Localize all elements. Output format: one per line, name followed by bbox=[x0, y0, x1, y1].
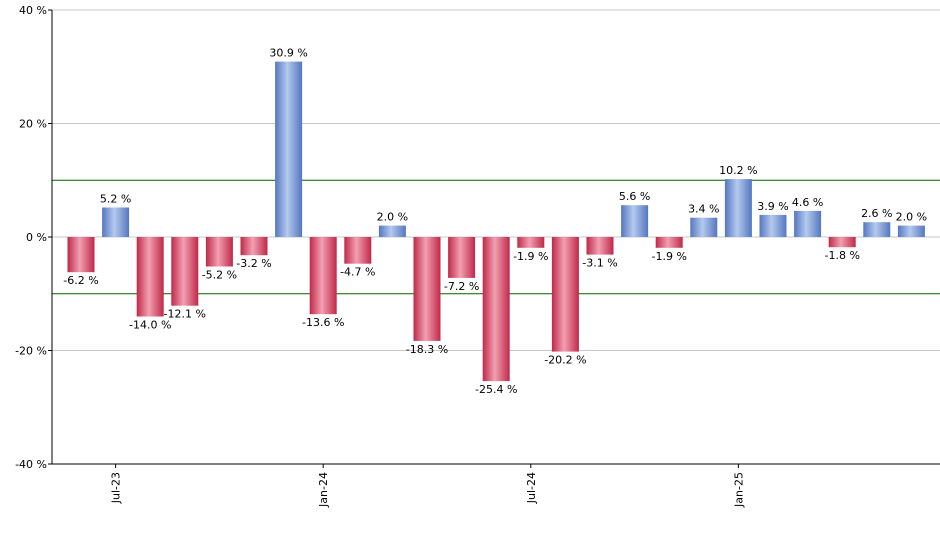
data-label: 2.0 % bbox=[377, 211, 408, 224]
bar bbox=[621, 205, 649, 237]
data-label: -25.4 % bbox=[475, 383, 517, 396]
bar bbox=[344, 237, 372, 264]
data-label: -7.2 % bbox=[444, 280, 479, 293]
data-label: 4.6 % bbox=[792, 196, 823, 209]
data-label: -3.1 % bbox=[582, 257, 617, 270]
bar bbox=[482, 237, 510, 382]
x-tick-label: Jan-25 bbox=[732, 472, 745, 508]
bar bbox=[136, 237, 164, 317]
y-axis-ticks: -40 % -20 % 0 % 20 % 40 % bbox=[15, 4, 52, 471]
bar bbox=[551, 237, 579, 352]
data-label: -13.6 % bbox=[302, 316, 344, 329]
data-label: -14.0 % bbox=[129, 319, 171, 332]
bar bbox=[275, 61, 303, 237]
bar bbox=[102, 207, 130, 237]
bar bbox=[794, 210, 822, 237]
data-label: -1.9 % bbox=[651, 250, 686, 263]
data-label: 3.9 % bbox=[757, 200, 788, 213]
data-label: -20.2 % bbox=[544, 354, 586, 367]
y-tick-label: 40 % bbox=[19, 4, 47, 17]
data-label: -6.2 % bbox=[63, 274, 98, 287]
y-tick-label: 0 % bbox=[26, 231, 47, 244]
bar bbox=[309, 237, 337, 315]
data-label: -4.7 % bbox=[340, 266, 375, 279]
bar bbox=[759, 214, 787, 237]
x-tick-label: Jul-23 bbox=[110, 472, 123, 504]
bar bbox=[378, 225, 406, 237]
data-label: 3.4 % bbox=[688, 203, 719, 216]
bar bbox=[171, 237, 199, 306]
bar bbox=[724, 179, 752, 237]
y-tick-label: 20 % bbox=[19, 118, 47, 131]
bar bbox=[67, 237, 95, 273]
bar bbox=[448, 237, 476, 278]
y-tick-label: -20 % bbox=[15, 345, 47, 358]
data-label: 10.2 % bbox=[719, 164, 757, 177]
y-tick-label: -40 % bbox=[15, 458, 47, 471]
data-labels: -6.2 % 5.2 % -14.0 %-12.1 % -5.2 %-3.2 % 30.… bbox=[63, 47, 927, 397]
bar bbox=[655, 237, 683, 248]
bar bbox=[413, 237, 441, 341]
bar bbox=[517, 237, 545, 248]
bar bbox=[690, 217, 718, 237]
x-tick-label: Jan-24 bbox=[317, 472, 330, 508]
x-tick-label: Jul-24 bbox=[525, 472, 538, 504]
data-label: 2.6 % bbox=[861, 207, 892, 220]
data-label: 5.2 % bbox=[100, 193, 131, 206]
data-label: 30.9 % bbox=[269, 47, 307, 60]
data-label: -1.8 % bbox=[824, 249, 859, 262]
bar bbox=[205, 237, 233, 267]
bar bbox=[240, 237, 268, 256]
data-label: -12.1 % bbox=[164, 308, 206, 321]
bar bbox=[586, 237, 614, 255]
data-label: 5.6 % bbox=[619, 190, 650, 203]
bar bbox=[828, 237, 856, 248]
bar bbox=[863, 222, 891, 237]
data-label: -3.2 % bbox=[236, 257, 271, 270]
bars bbox=[67, 61, 925, 382]
data-label: -1.9 % bbox=[513, 250, 548, 263]
x-axis-ticks: Jul-23 Jan-24 Jul-24 Jan-25 bbox=[110, 464, 745, 508]
data-label: -18.3 % bbox=[406, 343, 448, 356]
data-label: -5.2 % bbox=[202, 269, 237, 282]
bar bbox=[897, 225, 925, 237]
data-label: 2.0 % bbox=[896, 211, 927, 224]
